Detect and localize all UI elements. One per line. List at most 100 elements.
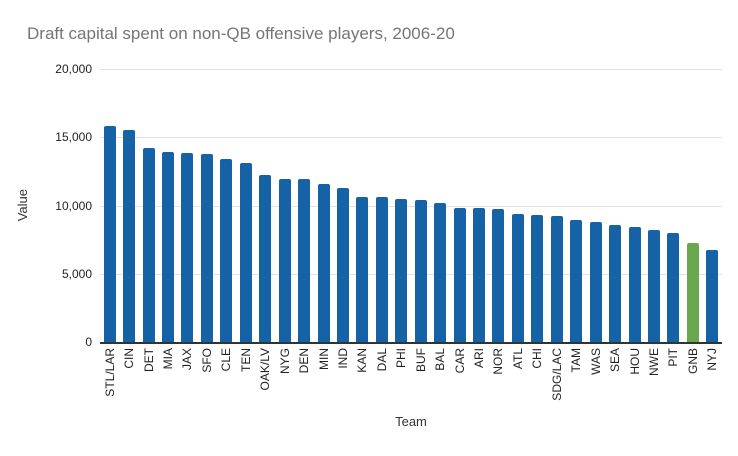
bar-column	[469, 69, 488, 342]
gridline	[100, 69, 722, 70]
bar-column	[100, 69, 119, 342]
bar-column	[333, 69, 352, 342]
x-tick-label: NWE	[646, 348, 661, 376]
bar-chi[interactable]	[531, 215, 544, 342]
chart-title: Draft capital spent on non-QB offensive …	[27, 24, 455, 43]
bar-ten[interactable]	[239, 163, 252, 342]
bar-buf[interactable]	[414, 200, 427, 342]
bar-sdg-lac[interactable]	[550, 216, 563, 342]
bar-ari[interactable]	[473, 207, 486, 342]
x-label-cell: CLE	[217, 348, 236, 412]
bar-column	[353, 69, 372, 342]
x-label-cell: MIA	[158, 348, 177, 412]
bar-column	[508, 69, 527, 342]
bar-nyg[interactable]	[278, 178, 291, 342]
x-axis-title: Team	[395, 414, 427, 429]
x-tick-label: PHI	[394, 348, 409, 369]
bar-cin[interactable]	[123, 129, 136, 342]
bar-car[interactable]	[453, 207, 466, 342]
bar-stl-lar[interactable]	[103, 126, 116, 342]
x-label-cell: DET	[139, 348, 158, 412]
y-tick-label: 10,000	[55, 198, 92, 213]
x-label-cell: DEN	[294, 348, 313, 412]
x-tick-label: SDG/LAC	[549, 348, 564, 401]
x-label-cell: NYG	[275, 348, 294, 412]
bar-dal[interactable]	[375, 197, 388, 342]
x-label-cell: CIN	[119, 348, 138, 412]
bars-row	[100, 69, 722, 342]
bar-column	[644, 69, 663, 342]
bar-column	[256, 69, 275, 342]
bar-ind[interactable]	[336, 187, 349, 342]
bar-column	[236, 69, 255, 342]
bar-column	[392, 69, 411, 342]
x-label-cell: SFO	[197, 348, 216, 412]
x-tick-label: DEN	[297, 348, 312, 374]
bar-column	[625, 69, 644, 342]
x-label-cell: CHI	[528, 348, 547, 412]
bar-cle[interactable]	[220, 159, 233, 342]
x-label-cell: SEA	[605, 348, 624, 412]
x-tick-label: SEA	[608, 348, 623, 373]
bar-jax[interactable]	[181, 152, 194, 342]
x-tick-label: ATL	[510, 348, 525, 370]
x-tick-label: GNB	[685, 348, 700, 375]
bar-det[interactable]	[142, 147, 155, 342]
bar-column	[217, 69, 236, 342]
gridline	[100, 273, 722, 275]
x-tick-label: MIN	[316, 348, 331, 370]
x-label-cell: BAL	[430, 348, 449, 412]
bar-hou[interactable]	[628, 226, 641, 342]
bar-nor[interactable]	[492, 208, 505, 342]
bar-phi[interactable]	[395, 198, 408, 342]
x-tick-label: NYG	[277, 348, 292, 375]
bar-gnb[interactable]	[686, 242, 699, 342]
x-tick-label: CAR	[452, 348, 467, 374]
x-label-cell: TEN	[236, 348, 255, 412]
y-tick-label: 15,000	[55, 130, 92, 145]
bar-was[interactable]	[589, 221, 602, 342]
plot-area	[100, 69, 722, 344]
bar-pit[interactable]	[667, 233, 680, 342]
x-label-cell: PHI	[392, 348, 411, 412]
bar-column	[372, 69, 391, 342]
x-label-cell: NWE	[644, 348, 663, 412]
x-tick-label: HOU	[627, 348, 642, 375]
x-tick-label: CLE	[219, 348, 234, 372]
x-tick-label: KAN	[355, 348, 370, 373]
x-label-cell: IND	[333, 348, 352, 412]
bar-bal[interactable]	[434, 202, 447, 342]
x-label-cell: ATL	[508, 348, 527, 412]
bar-kan[interactable]	[356, 196, 369, 342]
bar-nwe[interactable]	[647, 230, 660, 342]
x-label-cell: SDG/LAC	[547, 348, 566, 412]
x-tick-label: PIT	[666, 348, 681, 367]
x-label-cell: STL/LAR	[100, 348, 119, 412]
bar-column	[197, 69, 216, 342]
x-label-cell: GNB	[683, 348, 702, 412]
x-label-cell: TAM	[567, 348, 586, 412]
bar-sfo[interactable]	[200, 153, 213, 342]
bar-sea[interactable]	[609, 225, 622, 342]
x-tick-label: MIA	[161, 348, 176, 370]
x-label-cell: PIT	[664, 348, 683, 412]
x-label-cell: WAS	[586, 348, 605, 412]
x-tick-label: DAL	[374, 348, 389, 372]
x-tick-label: IND	[335, 348, 350, 369]
bar-nyj[interactable]	[706, 250, 719, 342]
gridline	[100, 137, 722, 139]
x-label-cell: MIN	[314, 348, 333, 412]
x-label-cell: OAK/LV	[256, 348, 275, 412]
bar-min[interactable]	[317, 183, 330, 342]
x-label-cell: BUF	[411, 348, 430, 412]
x-tick-label: STL/LAR	[102, 348, 117, 397]
bar-tam[interactable]	[570, 219, 583, 342]
bar-mia[interactable]	[162, 152, 175, 342]
bar-den[interactable]	[298, 178, 311, 342]
x-label-cell: HOU	[625, 348, 644, 412]
x-label-cell: JAX	[178, 348, 197, 412]
bar-oak-lv[interactable]	[259, 174, 272, 342]
bar-atl[interactable]	[511, 214, 524, 342]
x-tick-label: NOR	[491, 348, 506, 375]
